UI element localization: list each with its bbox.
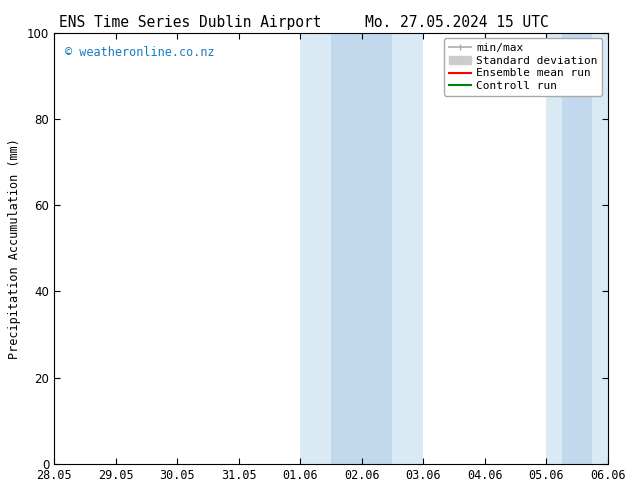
Bar: [547, 33, 608, 464]
Bar: [331, 33, 392, 464]
Y-axis label: Precipitation Accumulation (mm): Precipitation Accumulation (mm): [8, 138, 22, 359]
Bar: [300, 33, 424, 464]
Bar: [562, 33, 592, 464]
Text: © weatheronline.co.nz: © weatheronline.co.nz: [65, 46, 215, 59]
Text: ENS Time Series Dublin Airport: ENS Time Series Dublin Airport: [59, 15, 321, 30]
Text: Mo. 27.05.2024 15 UTC: Mo. 27.05.2024 15 UTC: [365, 15, 548, 30]
Legend: min/max, Standard deviation, Ensemble mean run, Controll run: min/max, Standard deviation, Ensemble me…: [444, 39, 602, 96]
